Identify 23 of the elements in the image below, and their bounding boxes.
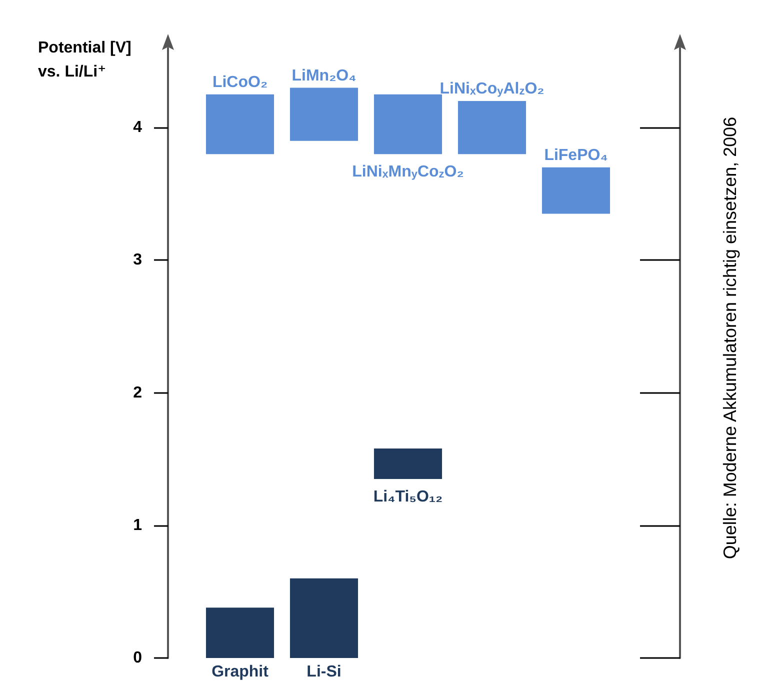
x-tick-label: Graphit: [212, 664, 270, 680]
data-label: LiNiₓCoyAlzO₂: [440, 80, 544, 98]
bar: [206, 608, 274, 658]
y-tick-label: 3: [133, 252, 142, 269]
data-label: LiCoO₂: [212, 74, 268, 91]
bar: [290, 88, 358, 141]
bar: [374, 94, 442, 154]
y-tick-label: 1: [133, 516, 142, 534]
x-tick-label: Li-Si: [306, 664, 342, 680]
source-note: Quelle: Moderne Akkumulatoren richtig einsetzen, 2006: [720, 116, 740, 560]
data-label: Li₄Ti₅O₁₂: [373, 488, 443, 506]
y-tick-label: 2: [133, 384, 142, 402]
bar: [374, 448, 442, 479]
data-label: LiFePO₄: [544, 146, 608, 164]
bar: [458, 101, 526, 154]
bar: [206, 94, 274, 154]
y-tick-label: 0: [133, 650, 142, 666]
y-tick-label: 4: [133, 119, 142, 136]
data-label: LiNiₓMnyCozO₂: [352, 164, 464, 181]
data-label: LiMn₂O₄: [292, 67, 356, 84]
bar: [290, 578, 358, 658]
bar: [542, 167, 610, 214]
y-axis-title: Potential [V] vs. Li/Li⁺: [38, 40, 132, 80]
